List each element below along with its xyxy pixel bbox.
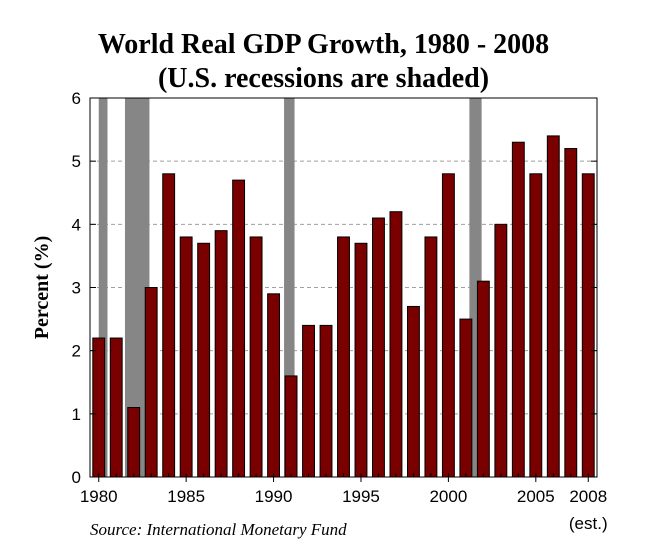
- y-tick-label-5: 5: [72, 152, 81, 171]
- bar-1992: [302, 324, 315, 478]
- x-tick-label-1985: 1985: [167, 487, 205, 506]
- bar-2005: [529, 173, 543, 478]
- bar-1990: [267, 293, 281, 478]
- bar-1995: [354, 242, 368, 478]
- x-tick-label-1980: 1980: [80, 487, 118, 506]
- bar-2008: [581, 173, 595, 478]
- bar-1998: [406, 305, 420, 478]
- bar-1993: [319, 324, 333, 478]
- bar-1999: [424, 236, 438, 478]
- source-note: Source: International Monetary Fund: [90, 520, 347, 539]
- chart-title-line-2: (U.S. recessions are shaded): [157, 63, 490, 94]
- bar-1994: [337, 236, 350, 478]
- x-tick-label-2005: 2005: [517, 487, 555, 506]
- bar-1982: [127, 407, 141, 478]
- bar-1988: [232, 179, 246, 478]
- y-tick-label-1: 1: [72, 405, 81, 424]
- bar-2007: [564, 148, 578, 478]
- bar-1981: [109, 337, 123, 478]
- bar-1980: [92, 337, 106, 478]
- y-tick-label-0: 0: [72, 468, 81, 487]
- y-tick-label-2: 2: [72, 342, 81, 361]
- bar-1985: [179, 236, 193, 478]
- chart-title: World Real GDP Growth, 1980 - 2008 (U.S.…: [0, 28, 647, 96]
- bar-2000: [441, 173, 455, 478]
- bar-2004: [511, 141, 525, 478]
- y-tick-label-6: 6: [72, 89, 81, 108]
- bar-1983: [144, 287, 158, 478]
- bar-2001: [459, 318, 473, 478]
- y-tick-label-3: 3: [72, 279, 81, 298]
- recession-band-3: [284, 98, 295, 477]
- bar-1991: [284, 375, 298, 478]
- x-tick-label-2000: 2000: [429, 487, 467, 506]
- bar-1987: [214, 230, 228, 478]
- y-tick-label-4: 4: [72, 215, 81, 234]
- x-estimate-note: (est.): [569, 514, 608, 533]
- bar-1989: [249, 236, 263, 478]
- x-tick-label-1995: 1995: [342, 487, 380, 506]
- recession-band-1: [98, 98, 108, 477]
- bar-2002: [476, 280, 490, 478]
- bar-2006: [546, 135, 560, 478]
- bar-1996: [372, 217, 385, 478]
- x-tick-label-1990: 1990: [255, 487, 293, 506]
- bar-2003: [494, 223, 508, 478]
- y-axis-label: Percent (%): [31, 236, 53, 339]
- bar-1984: [162, 173, 176, 478]
- chart-title-line-1: World Real GDP Growth, 1980 - 2008: [97, 29, 550, 60]
- bar-1986: [197, 242, 211, 478]
- bar-1997: [389, 211, 403, 478]
- x-tick-label-2008: 2008: [569, 487, 607, 506]
